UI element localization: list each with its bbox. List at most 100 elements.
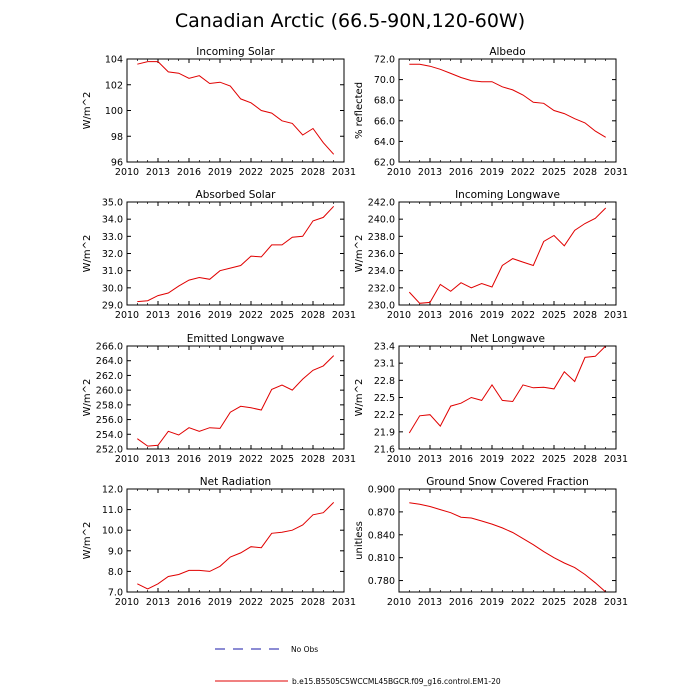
chart-panel-3: Absorbed Solar W/m^2 2010 2013 2016 2019 2022 2… xyxy=(82,189,356,321)
series-line xyxy=(408,345,607,434)
y-tick-label: 11.0 xyxy=(102,505,123,516)
series-line xyxy=(409,502,607,593)
y-tick-label: 70.0 xyxy=(374,75,395,86)
chart-panel-4: Incoming Longwave W/m^2 2010 2013 2016 2019 20… xyxy=(354,189,628,321)
x-tick-label: 2025 xyxy=(542,454,566,465)
y-tick-label: 68.0 xyxy=(374,96,395,107)
x-tick-label: 2010 xyxy=(387,310,411,321)
y-tick-label: 102 xyxy=(105,80,123,91)
x-tick-label: 2031 xyxy=(604,454,628,465)
y-tick-label: 34.0 xyxy=(102,215,123,226)
plot-frame xyxy=(398,488,617,593)
y-tick-label: 0.870 xyxy=(368,507,395,518)
x-tick-label: 2013 xyxy=(146,597,170,608)
legend: No Obs b.e15.B5505C5WCCML45BGCR.f09_g16.c… xyxy=(215,645,501,686)
plot-frame xyxy=(398,345,617,450)
y-tick-label: 72.0 xyxy=(374,55,395,66)
y-tick-label: 234.0 xyxy=(368,266,395,277)
series-line xyxy=(137,205,335,303)
x-tick-label: 2016 xyxy=(449,310,473,321)
y-tick-label: 98 xyxy=(111,132,123,143)
x-tick-label: 2031 xyxy=(332,597,356,608)
y-tick-label: 0.780 xyxy=(368,576,395,587)
x-tick-label: 2022 xyxy=(239,597,263,608)
y-tick-label: 30.0 xyxy=(102,283,123,294)
chart-title: Net Radiation xyxy=(200,476,271,488)
y-tick-label: 21.6 xyxy=(374,445,395,456)
plot-frame xyxy=(126,488,345,593)
series-line xyxy=(137,355,335,447)
x-tick-label: 2019 xyxy=(208,167,232,178)
y-tick-label: 62.0 xyxy=(374,158,395,169)
x-tick-label: 2019 xyxy=(480,597,504,608)
chart-title: Net Longwave xyxy=(470,333,545,345)
x-tick-label: 2013 xyxy=(146,310,170,321)
y-tick-label: 32.0 xyxy=(102,249,123,260)
x-tick-label: 2013 xyxy=(418,454,442,465)
y-tick-label: 0.900 xyxy=(368,485,395,496)
y-tick-label: 262.0 xyxy=(96,371,123,382)
x-tick-label: 2010 xyxy=(115,454,139,465)
x-tick-label: 2028 xyxy=(301,167,325,178)
x-tick-label: 2031 xyxy=(332,454,356,465)
x-tick-label: 2022 xyxy=(511,454,535,465)
series-line xyxy=(137,61,335,155)
y-axis-label: % reflected xyxy=(354,82,365,139)
x-tick-label: 2025 xyxy=(270,454,294,465)
x-tick-label: 2019 xyxy=(480,310,504,321)
chart-panel-5: Emitted Longwave W/m^2 2010 2013 2016 2019 202… xyxy=(82,333,356,465)
x-tick-label: 2010 xyxy=(387,597,411,608)
chart-title: Incoming Solar xyxy=(196,46,275,58)
x-tick-label: 2010 xyxy=(115,310,139,321)
x-tick-label: 2031 xyxy=(332,167,356,178)
x-tick-label: 2031 xyxy=(604,167,628,178)
chart-title: Emitted Longwave xyxy=(187,333,285,345)
x-tick-label: 2025 xyxy=(542,310,566,321)
y-tick-label: 100 xyxy=(105,106,123,117)
series-line xyxy=(409,63,606,138)
x-tick-label: 2010 xyxy=(387,454,411,465)
y-tick-label: 10.0 xyxy=(102,526,123,537)
x-tick-label: 2022 xyxy=(511,597,535,608)
x-tick-label: 2031 xyxy=(604,597,628,608)
x-tick-label: 2016 xyxy=(449,454,473,465)
y-tick-label: 22.5 xyxy=(374,393,395,404)
x-tick-label: 2019 xyxy=(208,310,232,321)
y-axis-label: unitless xyxy=(354,521,365,560)
y-axis-label: W/m^2 xyxy=(354,235,365,273)
y-tick-label: 104 xyxy=(105,55,123,66)
y-tick-label: 96 xyxy=(111,158,123,169)
x-tick-label: 2031 xyxy=(604,310,628,321)
y-tick-label: 0.840 xyxy=(368,530,395,541)
chart-title: Absorbed Solar xyxy=(196,189,277,201)
x-tick-label: 2028 xyxy=(573,310,597,321)
y-tick-label: 264.0 xyxy=(96,356,123,367)
x-tick-label: 2028 xyxy=(301,597,325,608)
legend-label-obs: No Obs xyxy=(291,645,318,654)
y-axis-label: W/m^2 xyxy=(82,522,93,560)
y-tick-label: 240.0 xyxy=(368,215,395,226)
y-tick-label: 266.0 xyxy=(96,342,123,353)
y-tick-label: 236.0 xyxy=(368,249,395,260)
y-tick-label: 66.0 xyxy=(374,116,395,127)
y-tick-label: 252.0 xyxy=(96,445,123,456)
y-axis-label: W/m^2 xyxy=(82,92,93,130)
x-tick-label: 2022 xyxy=(239,167,263,178)
x-tick-label: 2016 xyxy=(449,597,473,608)
y-tick-label: 35.0 xyxy=(102,198,123,209)
x-tick-label: 2016 xyxy=(449,167,473,178)
chart-title: Incoming Longwave xyxy=(455,189,560,201)
y-tick-label: 232.0 xyxy=(368,283,395,294)
y-tick-label: 31.0 xyxy=(102,266,123,277)
y-tick-label: 22.8 xyxy=(374,376,395,387)
x-tick-label: 2013 xyxy=(418,310,442,321)
x-tick-label: 2010 xyxy=(115,167,139,178)
y-tick-label: 254.0 xyxy=(96,430,123,441)
x-tick-label: 2025 xyxy=(542,597,566,608)
chart-panel-1: Incoming Solar W/m^2 2010 2013 2016 2019 2022 2… xyxy=(82,46,356,178)
y-axis-label: W/m^2 xyxy=(82,379,93,417)
chart-title: Ground Snow Covered Fraction xyxy=(426,476,589,488)
y-tick-label: 21.9 xyxy=(374,427,395,438)
plot-frame xyxy=(126,201,345,306)
